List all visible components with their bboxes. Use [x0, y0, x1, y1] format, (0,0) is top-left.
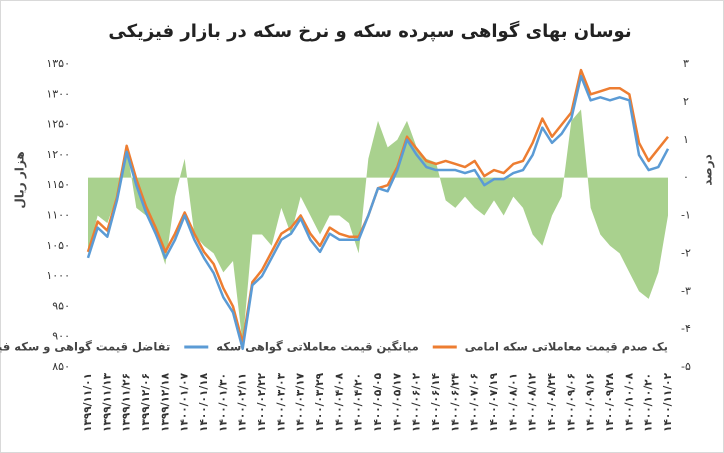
y-tick-label: ۱۱۰۰	[46, 209, 70, 222]
x-tick-label: ۱۴۰۰/۰۱/۱۸	[198, 372, 210, 432]
y-tick-label: ۱۲۰۰	[46, 148, 70, 161]
y-tick-label: ۱۳۰۰	[46, 87, 70, 100]
area	[88, 109, 668, 345]
x-tick-label: ۱۳۹۹/۱۱/۰۱	[82, 373, 94, 432]
y2-tick-label: ۳	[683, 57, 689, 70]
x-tick-label: ۱۳۹۹/۱۱/۱۳	[101, 372, 113, 432]
x-tick-label: ۱۴۰۰/۰۹/۱۶	[585, 373, 597, 432]
y-axis-title: هزار ریال	[13, 151, 27, 208]
legend-label: میانگین قیمت معاملاتی گواهی سکه	[216, 340, 418, 355]
x-tick-label: ۱۴۰۰/۰۸/۰۱	[507, 373, 519, 432]
y2-tick-label: ۲	[683, 95, 689, 108]
x-tick-label: ۱۴۰۰/۱۱/۰۲	[662, 372, 674, 432]
x-tick-label: ۱۴۰۰/۰۲/۲۲	[256, 372, 268, 432]
y2-tick-label: ۱	[683, 133, 689, 146]
y2-tick-label: -۳	[681, 284, 691, 297]
x-tick-label: ۱۳۹۹/۱۱/۲۶	[121, 373, 133, 432]
y2-tick-label: -۴	[681, 322, 691, 335]
x-tick-label: ۱۴۰۰/۰۳/۲۹	[314, 372, 326, 432]
x-tick-label: ۱۴۰۰/۰۶/۱۴	[430, 372, 442, 432]
y-tick-label: ۱۱۵۰	[46, 178, 70, 191]
y-tick-label: ۱۰۵۰	[46, 239, 70, 252]
y2-tick-label: -۱	[681, 209, 691, 222]
x-tick-label: ۱۴۰۰/۰۸/۲۴	[546, 372, 558, 432]
y2-tick-label: ۰	[683, 171, 689, 184]
x-tick-label: ۱۴۰۰/۰۸/۱۲	[527, 372, 539, 432]
line	[86, 74, 670, 351]
x-tick-label: ۱۳۹۹/۱۲/۰۶	[140, 373, 152, 432]
y-tick-label: ۱۲۵۰	[46, 118, 70, 131]
x-tick-label: ۱۴۰۰/۰۹/۲۸	[604, 372, 616, 432]
x-tick-label: ۱۴۰۰/۱۰/۰۸	[623, 372, 635, 432]
x-tick-label: ۱۴۰۰/۰۳/۰۳	[275, 372, 287, 432]
x-tick-label: ۱۴۰۰/۰۶/۰۲	[411, 372, 423, 432]
x-tick-label: ۱۴۰۰/۰۲/۱۱	[237, 373, 249, 432]
x-tick-label: ۱۴۰۰/۰۱/۰۷	[179, 372, 191, 432]
x-tick-label: ۱۴۰۰/۰۵/۰۵	[372, 372, 384, 432]
x-tick-label: ۱۴۰۰/۰۵/۱۷	[391, 372, 403, 432]
legend-label: یک صدم قیمت معاملاتی سکه امامی	[465, 340, 668, 354]
y-tick-label: ۹۵۰	[52, 299, 70, 312]
x-tick-label: ۱۴۰۰/۰۱/۳۰	[217, 373, 229, 432]
y2-axis-title: درصد	[701, 154, 715, 186]
x-tick-label: ۱۴۰۰/۰۹/۰۶	[565, 373, 577, 432]
x-tick-label: ۱۴۰۰/۰۴/۰۸	[333, 372, 345, 432]
y-tick-label: ۸۵۰	[52, 360, 70, 373]
y2-tick-label: -۵	[681, 360, 691, 373]
y-tick-label: ۱۳۵۰	[46, 57, 70, 70]
x-tick-label: ۱۴۰۰/۰۷/۱۹	[488, 372, 500, 432]
x-tick-label: ۱۴۰۰/۰۷/۰۶	[469, 373, 481, 432]
x-tick-label: ۱۴۰۰/۰۶/۲۴	[449, 372, 461, 432]
y-tick-label: ۱۰۰۰	[46, 269, 70, 282]
legend-label: تفاضل قیمت گواهی و سکه فیزیکی	[0, 340, 170, 355]
x-tick-label: ۱۴۰۰/۱۰/۲۰	[643, 373, 655, 432]
x-tick-label: ۱۴۰۰/۰۳/۱۷	[295, 372, 307, 432]
x-tick-label: ۱۴۰۰/۰۴/۲۰	[353, 373, 365, 432]
y-tick-label: ۹۰۰	[52, 330, 70, 343]
chart-title: نوسان بهای گواهی سپرده سکه و نرخ سکه در …	[108, 20, 631, 42]
y2-tick-label: -۲	[681, 246, 691, 259]
x-tick-label: ۱۳۹۹/۱۲/۱۸	[159, 372, 171, 432]
